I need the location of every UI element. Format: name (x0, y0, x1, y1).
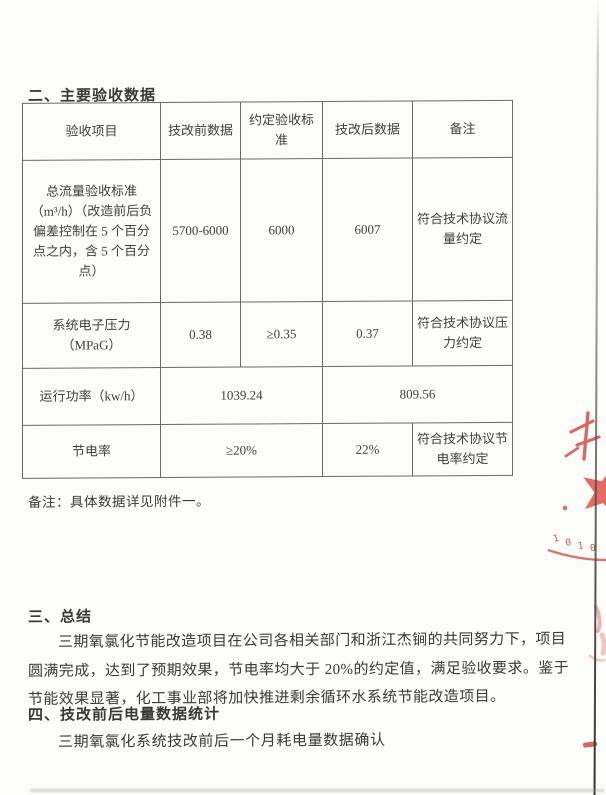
power-before-standard-merged: 1039.24 (160, 366, 323, 425)
saving-remark: 符合技术协议节电率约定 (412, 422, 513, 476)
header-standard: 约定验收标准 (240, 101, 323, 160)
flow-before: 5700-6000 (160, 159, 241, 303)
svg-text:0: 0 (564, 537, 572, 549)
pressure-item: 系统电子压力（MPaG） (22, 302, 161, 369)
header-after: 技改后数据 (322, 100, 413, 159)
power-after-remark-merged: 809.56 (322, 365, 513, 424)
header-remark: 备注 (412, 100, 513, 158)
section-3-heading: 三、总结 (28, 609, 93, 626)
table-row-flow: 总流量验收标准（m³/h）（改造前后负偏差控制在 5 个百分点之内，含 5 个百… (22, 157, 513, 304)
table-row-saving: 节电率 ≥20% 22% 符合技术协议节电率约定 (22, 422, 513, 479)
section-4-text: 三期氧氯化系统技改前后一个月耗电量数据确认 (58, 732, 386, 751)
pressure-standard: ≥0.35 (240, 301, 323, 368)
saving-after: 22% (322, 422, 413, 477)
acceptance-data-table: 验收项目 技改前数据 约定验收标准 技改后数据 备注 总流量验收标准（m³/h）… (22, 100, 513, 479)
summary-line-1: 三期氧氯化节能改造项目在公司各相关部门和浙江杰锏的共同努力下，项目 (58, 631, 567, 651)
header-before: 技改前数据 (160, 102, 241, 160)
table-row-power: 运行功率（kw/h） 1039.24 809.56 (22, 365, 513, 426)
seal-dot (562, 505, 568, 511)
power-item: 运行功率（kw/h） (22, 367, 161, 426)
saving-item: 节电率 (22, 424, 161, 479)
svg-text:0: 0 (590, 543, 596, 554)
saving-before-standard-merged: ≥20% (160, 423, 323, 478)
header-item: 验收项目 (22, 102, 161, 161)
seal-rim-arc (547, 548, 606, 562)
flow-after: 6007 (322, 157, 413, 302)
seal-smudges (588, 605, 606, 662)
scan-bottom-shadow (30, 789, 604, 793)
table-row-pressure: 系统电子压力（MPaG） 0.38 ≥0.35 0.37 符合技术协议压力约定 (22, 300, 513, 369)
flow-item: 总流量验收标准（m³/h）（改造前后负偏差控制在 5 个百分点之内，含 5 个百… (22, 159, 161, 304)
pressure-after: 0.37 (322, 300, 413, 367)
table-header-row: 验收项目 技改前数据 约定验收标准 技改后数据 备注 (22, 100, 513, 161)
seal-digits: 1 0 1 0 (552, 533, 596, 554)
flow-remark: 符合技术协议流量约定 (412, 157, 513, 301)
section-4-heading: 四、技改前后电量数据统计 (28, 706, 221, 724)
summary-paragraph: 三期氧氯化节能改造项目在公司各相关部门和浙江杰锏的共同努力下，项目 圆满完成，达… (28, 625, 580, 714)
svg-text:1: 1 (577, 540, 584, 552)
table-footnote: 备注：具体数据详见附件一。 (28, 493, 210, 510)
summary-line-2: 圆满完成，达到了预期效果，节电率均大于 20%的约定值，满足验收要求。鉴于 (28, 660, 570, 680)
pressure-remark: 符合技术协议压力约定 (412, 300, 513, 366)
svg-text:1: 1 (552, 533, 561, 545)
pressure-before: 0.38 (160, 302, 241, 368)
flow-standard: 6000 (240, 158, 323, 303)
